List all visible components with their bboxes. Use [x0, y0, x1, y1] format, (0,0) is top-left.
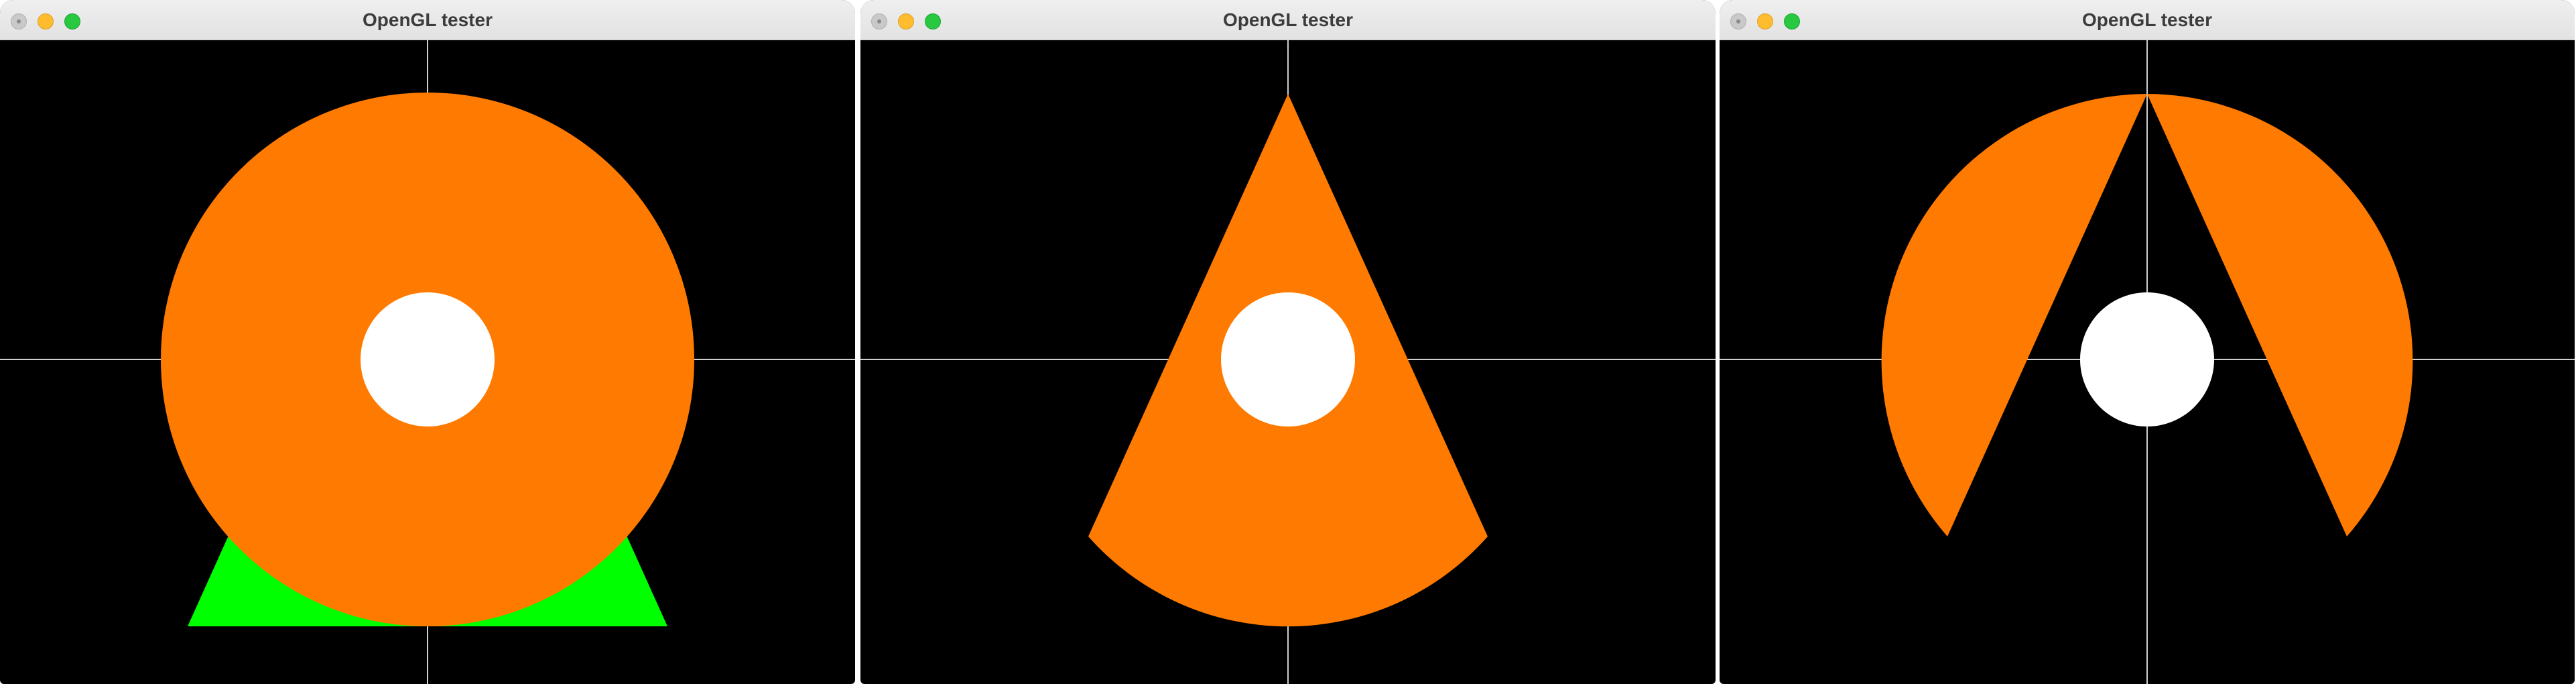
opengl-window-1: OpenGL tester: [0, 0, 855, 684]
orange-right-lobe: [2147, 94, 2413, 536]
window-titlebar[interactable]: OpenGL tester: [1720, 0, 2575, 40]
window-title: OpenGL tester: [363, 9, 493, 30]
close-icon[interactable]: [871, 13, 887, 30]
gl-canvas: [860, 40, 1716, 684]
opengl-window-2: OpenGL tester: [860, 0, 1716, 684]
white-center-dot: [1221, 292, 1355, 426]
close-icon[interactable]: [11, 13, 27, 30]
minimize-icon[interactable]: [898, 13, 914, 30]
window-titlebar[interactable]: OpenGL tester: [860, 0, 1716, 40]
maximize-icon[interactable]: [925, 13, 941, 30]
white-center-dot: [361, 292, 495, 426]
gl-canvas: [0, 40, 855, 684]
minimize-icon[interactable]: [38, 13, 54, 30]
window-title: OpenGL tester: [1223, 9, 1353, 30]
maximize-icon[interactable]: [1784, 13, 1800, 30]
gl-canvas: [1720, 40, 2575, 684]
maximize-icon[interactable]: [64, 13, 80, 30]
orange-left-lobe: [1881, 94, 2147, 536]
white-center-dot: [2080, 292, 2214, 426]
minimize-icon[interactable]: [1757, 13, 1773, 30]
window-title: OpenGL tester: [2082, 9, 2212, 30]
window-titlebar[interactable]: OpenGL tester: [0, 0, 855, 40]
opengl-window-3: OpenGL tester: [1720, 0, 2575, 684]
close-icon[interactable]: [1730, 13, 1746, 30]
